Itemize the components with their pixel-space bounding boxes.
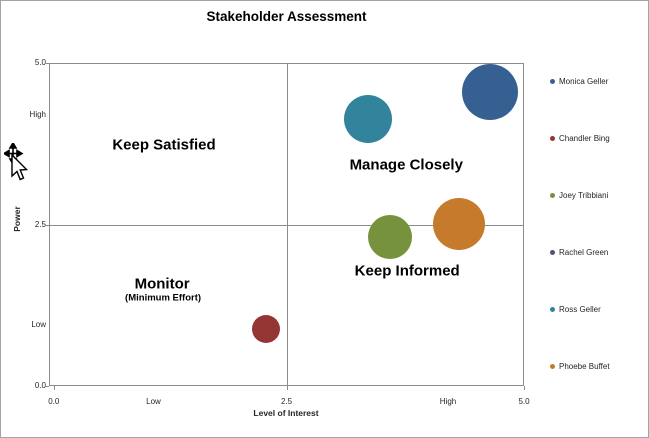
x-tick-label: 0.0 [48, 397, 60, 406]
legend-item-chandler-bing[interactable]: Chandler Bing [550, 134, 646, 143]
legend-item-phoebe-buffet[interactable]: Phoebe Buffet [550, 362, 646, 371]
legend-label: Phoebe Buffet [559, 362, 610, 371]
x-tick-label: High [439, 397, 457, 406]
bubble-phoebe-buffet[interactable] [432, 198, 485, 251]
legend-marker-dot [550, 136, 555, 141]
x-tick-mark [53, 386, 55, 390]
legend-label: Ross Geller [559, 305, 601, 314]
quadrant-label-keep-satisfied: Keep Satisfied [112, 136, 216, 154]
plot-area: Keep Satisfied Manage Closely Keep Informe… [49, 63, 524, 386]
legend-label: Rachel Green [559, 248, 609, 257]
chart-title: Stakeholder Assessment [206, 9, 367, 24]
y-tick-mark [45, 224, 49, 226]
gridline-horizontal [50, 225, 523, 226]
x-tick-mark [286, 386, 288, 390]
legend-marker-dot [550, 79, 555, 84]
legend-marker-dot [550, 193, 555, 198]
move-cursor-icon [4, 143, 29, 181]
x-tick-label: 5.0 [518, 397, 530, 406]
legend-marker-dot [550, 307, 555, 312]
legend-marker-dot [550, 364, 555, 369]
x-tick-label: 2.5 [280, 397, 293, 406]
legend-item-monica-geller[interactable]: Monica Geller [550, 77, 646, 86]
quadrant-label-manage-closely: Manage Closely [349, 156, 463, 174]
legend-label: Chandler Bing [559, 134, 610, 143]
x-axis-title: Level of Interest [253, 408, 319, 418]
y-tick-label: High [29, 109, 46, 119]
legend-item-rachel-green[interactable]: Rachel Green [550, 248, 646, 257]
y-tick-label: 5.0 [34, 58, 46, 67]
bubble-monica-geller[interactable] [461, 64, 518, 121]
y-axis-title: Power [12, 206, 22, 232]
legend-label: Monica Geller [559, 77, 609, 86]
legend-label: Joey Tribbiani [559, 191, 609, 200]
y-tick-mark [45, 386, 49, 387]
legend-item-joey-tribbiani[interactable]: Joey Tribbiani [550, 191, 646, 200]
legend: Monica Geller Chandler Bing Joey Tribbiani… [550, 77, 646, 371]
quadrant-label--minimum-effort-: (Minimum Effort) [125, 292, 202, 304]
x-tick-label: Low [146, 397, 161, 406]
legend-item-ross-geller[interactable]: Ross Geller [550, 305, 646, 314]
y-tick-label: 2.5 [34, 219, 46, 229]
bubble-joey-tribbiani[interactable] [368, 215, 413, 260]
x-tick-mark [524, 386, 525, 390]
y-tick-mark [45, 63, 49, 64]
quadrant-label-monitor: Monitor [134, 275, 190, 293]
bubble-chandler-bing[interactable] [251, 314, 280, 343]
bubble-ross-geller[interactable] [344, 94, 393, 143]
quadrant-label-keep-informed: Keep Informed [354, 262, 460, 280]
gridline-vertical [287, 64, 288, 385]
legend-marker-dot [550, 250, 555, 255]
y-tick-label: 0.0 [34, 381, 46, 390]
y-tick-label: Low [31, 319, 46, 329]
